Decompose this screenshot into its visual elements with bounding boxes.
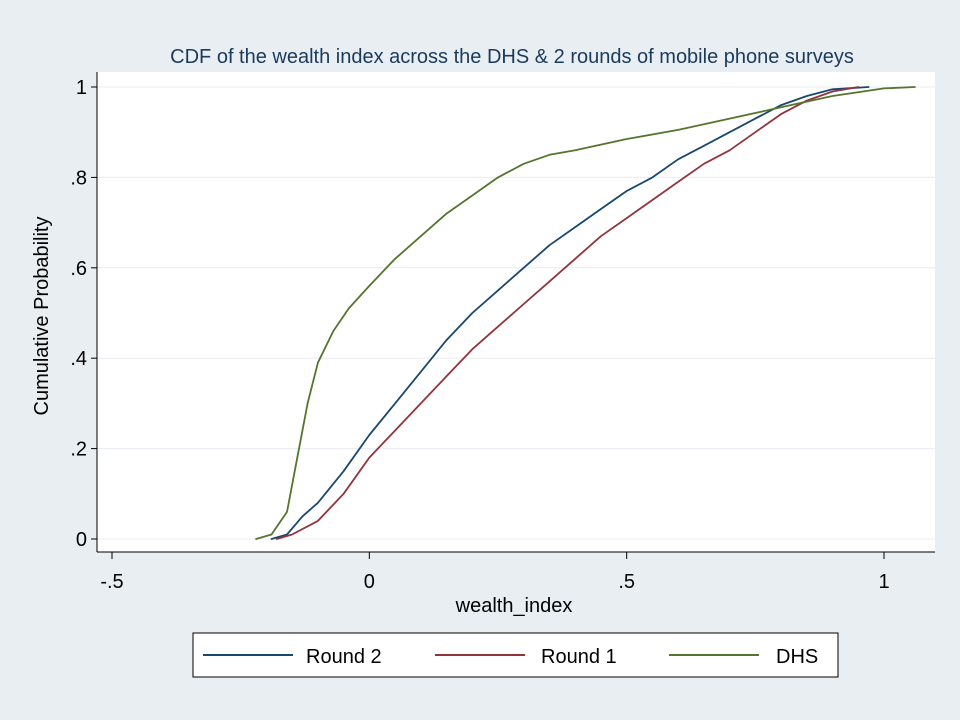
x-tick-label: .5 [618, 571, 635, 593]
gridlines [97, 86, 935, 540]
y-axis-title: Cumulative Probability [31, 217, 53, 416]
axes [96, 72, 935, 553]
legend-label-dhs: DHS [776, 646, 818, 668]
legend: Round 2 Round 1 DHS [192, 632, 839, 678]
chart-title: CDF of the wealth index across the DHS &… [170, 46, 854, 68]
y-tick-label: 0 [76, 529, 87, 551]
series-line-dhs [255, 86, 916, 540]
series-line-round-2 [270, 86, 870, 540]
plot-area [97, 72, 935, 552]
y-tick-label: .6 [70, 258, 87, 280]
legend-label-round-2: Round 2 [306, 646, 382, 668]
x-axis-title: wealth_index [455, 595, 573, 617]
y-ticks: 0 .2 .4 .6 .8 1 [70, 77, 97, 551]
y-tick-label: .8 [70, 167, 87, 189]
y-tick-label: .2 [70, 439, 87, 461]
x-tick-label: 0 [364, 571, 375, 593]
x-ticks: -.5 0 .5 1 [100, 552, 890, 593]
legend-label-round-1: Round 1 [541, 646, 617, 668]
y-tick-label: .4 [70, 348, 87, 370]
x-tick-label: 1 [878, 571, 889, 593]
series-line-round-1 [275, 86, 860, 540]
y-tick-label: 1 [76, 77, 87, 99]
series-lines [255, 86, 916, 540]
x-tick-label: -.5 [100, 571, 123, 593]
